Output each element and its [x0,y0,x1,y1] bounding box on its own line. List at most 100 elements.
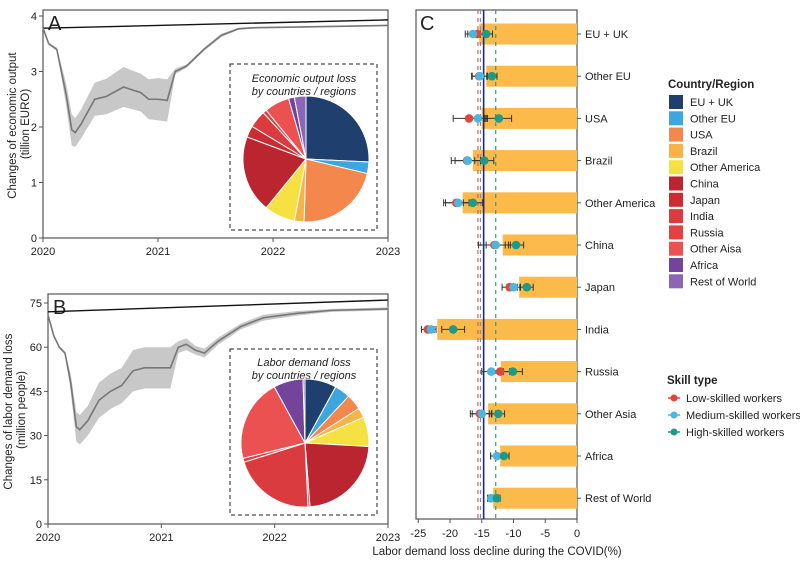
x-tick-label: 2023 [376,532,400,544]
legend-label: Other America [690,162,761,174]
point-high-skilled-workers [494,114,504,123]
x-tick-label: -10 [506,528,522,540]
legend-marker [670,428,678,436]
legend-label: Other Aisa [690,244,742,256]
panel-c-letter: C [420,13,434,35]
bar-russia [500,361,577,383]
category-label: Other America [585,198,656,210]
point-low-skilled-workers [464,114,474,123]
legend-label: USA [690,130,713,142]
confidence-band [43,24,388,147]
bar-china [502,234,577,256]
x-tick-label: 2021 [149,532,173,544]
category-label: Other EU [585,71,631,83]
panel-a-letter: A [48,13,62,35]
legend-skill-title: Skill type [667,375,718,387]
confidence-band [48,307,388,445]
panel-b: B 0 15 30 45 60 75 2020 2021 2022 2023 Changes o… [3,293,400,544]
category-label: Rest of World [585,493,651,505]
category-label: USA [585,113,608,125]
series-line-baseline [42,19,389,29]
y-tick-label: 0 [31,233,37,245]
legend-swatch [669,274,683,289]
legend-swatch [669,111,683,126]
bar-japan [519,276,577,298]
panel-a-inset-title: Economic output loss [252,73,357,85]
panel-c-frame [415,9,578,520]
legend-label: High-skilled workers [686,427,785,439]
pie-slice-other-aisa [240,386,306,459]
x-tick-label: 2020 [36,532,60,544]
category-label: India [585,324,610,336]
y-tick-label: 4 [31,11,37,23]
panel-c-xlabel: Labor demand loss decline during the COV… [372,546,621,558]
x-tick-label: -15 [474,528,490,540]
category-label: Russia [585,367,620,379]
panel-b-frame [47,293,389,525]
panel-b-inset-subtitle: by countries / regions [252,370,357,382]
point-medium-skilled-workers [475,71,485,81]
panel-c: C -25 -20 -15 -10 -5 0 EU + UK Other EU USA Braz… [372,9,656,558]
category-label: Other Asia [585,409,637,421]
x-tick-label: 2021 [146,246,170,258]
y-tick-label: 75 [30,298,42,310]
category-label: Brazil [585,156,613,168]
point-high-skilled-workers [448,325,458,334]
point-medium-skilled-workers [468,29,478,39]
y-tick-label: 1 [31,178,37,190]
point-high-skilled-workers [479,156,489,165]
x-tick-label: 2022 [261,246,285,258]
legend-swatch [669,192,683,207]
category-label: Japan [585,282,615,294]
panel-a-frame [42,9,389,239]
legend-swatch [669,95,683,109]
pie-slice-rest-of-world [293,95,307,160]
point-high-skilled-workers [481,29,491,39]
x-tick-label: 2022 [262,532,286,544]
bar-other-asia [488,403,577,425]
series-line-baseline [47,299,389,313]
point-high-skilled-workers [499,451,509,461]
point-medium-skilled-workers [491,240,501,250]
x-tick-label: 2023 [376,246,400,258]
legend-swatch [669,160,683,175]
point-high-skilled-workers [492,493,502,503]
bar-africa [500,445,577,467]
point-high-skilled-workers [468,198,478,208]
panel-a-inset-subtitle: by countries / regions [252,86,357,98]
legend-label: Medium-skilled workers [686,410,800,422]
y-tick-label: 15 [30,475,42,487]
legend-label: China [690,179,720,191]
panel-b-ylabel: Changes of labor demand loss (million pe… [3,330,28,489]
legend-label: Brazil [690,146,718,158]
point-medium-skilled-workers [486,367,496,376]
x-tick-label: 2020 [31,246,55,258]
point-high-skilled-workers [522,282,532,292]
panel-b-inset-title: Labor demand loss [257,357,351,369]
legend-label: Russia [690,227,725,239]
point-medium-skilled-workers [463,156,473,165]
x-tick-label: 0 [574,528,580,540]
bar-usa [481,107,577,129]
category-label: China [585,240,615,252]
point-low-skilled-workers [495,367,505,376]
point-medium-skilled-workers [492,451,502,461]
legend-label: Low-skilled workers [686,393,782,405]
legend-label: India [690,211,715,223]
legend-swatch [669,143,683,158]
pie-slice-china [242,136,307,209]
legend-marker [670,394,678,402]
point-high-skilled-workers [511,240,521,250]
point-high-skilled-workers [487,71,497,81]
y-tick-label: 2 [31,122,37,134]
legend-region-title: Country/Region [668,79,754,91]
x-tick-label: -25 [410,528,426,540]
x-tick-label: -5 [540,528,550,540]
pie-slice-rest-of-world [302,378,306,444]
pie-slice-usa [303,158,368,223]
y-tick-label: 3 [31,67,37,79]
bar-brazil [472,150,577,172]
legend-label: Africa [690,260,719,272]
point-medium-skilled-workers [477,409,487,419]
